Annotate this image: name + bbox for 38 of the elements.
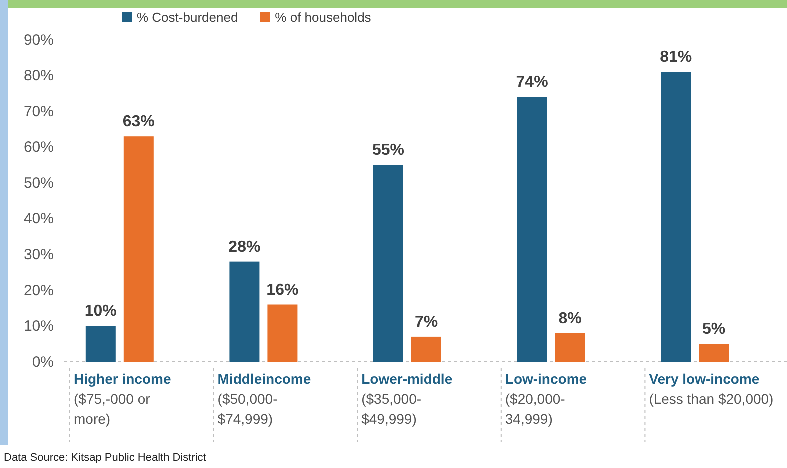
y-tick-label: 50% bbox=[24, 174, 54, 192]
data-label: 16% bbox=[266, 282, 299, 299]
legend-label: % of households bbox=[275, 10, 372, 25]
x-tick-label: Very low-income (Less than $20,000) bbox=[649, 371, 774, 407]
data-label: 63% bbox=[122, 114, 155, 131]
y-tick-label: 90% bbox=[24, 32, 54, 49]
bar bbox=[517, 97, 548, 362]
bar bbox=[555, 333, 586, 362]
y-tick-label: 30% bbox=[24, 246, 54, 264]
bar bbox=[86, 326, 116, 362]
y-tick-label: 20% bbox=[24, 282, 54, 300]
bar bbox=[412, 336, 442, 362]
bar bbox=[230, 262, 260, 362]
bar bbox=[268, 304, 298, 362]
y-tick-label: 60% bbox=[24, 139, 54, 156]
data-label: 81% bbox=[660, 49, 692, 66]
x-tick-label: Lower-middle ($35,000- $49,999) bbox=[362, 371, 453, 427]
bar bbox=[661, 72, 692, 362]
legend-label: % Cost-burdened bbox=[137, 10, 238, 25]
y-tick-label: 70% bbox=[24, 103, 54, 120]
y-tick-label: 40% bbox=[24, 210, 54, 228]
y-tick-label: 80% bbox=[24, 68, 54, 85]
data-label: 28% bbox=[228, 238, 261, 256]
bar bbox=[124, 136, 154, 362]
data-label: 55% bbox=[372, 142, 405, 160]
data-label: 10% bbox=[84, 303, 117, 320]
source-note: Data Source: Kitsap Public Health District bbox=[4, 452, 206, 464]
data-label: 8% bbox=[558, 310, 582, 328]
bar bbox=[374, 165, 404, 362]
x-tick-label: Low-income ($20,000- 34,999) bbox=[505, 371, 588, 427]
y-tick-label: 0% bbox=[32, 354, 54, 371]
y-tick-label: 10% bbox=[24, 318, 54, 336]
bar bbox=[699, 344, 730, 362]
x-tick-label: Middleincome ($50,000- $74,999) bbox=[218, 371, 312, 427]
x-tick-label: Higher income ($75,-000 or more) bbox=[74, 371, 172, 427]
data-label: 7% bbox=[414, 314, 438, 331]
data-label: 5% bbox=[702, 321, 726, 338]
data-label: 74% bbox=[516, 74, 548, 92]
